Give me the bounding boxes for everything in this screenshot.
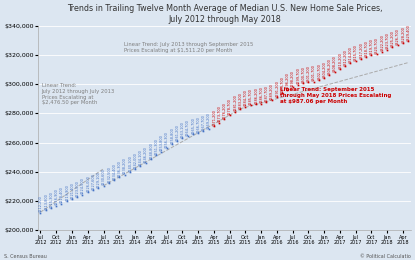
Text: © Political Calculatio: © Political Calculatio — [360, 254, 411, 259]
Text: $246,200: $246,200 — [144, 146, 147, 162]
Text: $319,700: $319,700 — [369, 38, 374, 55]
Text: $318,700: $318,700 — [364, 40, 368, 57]
Text: $216,900: $216,900 — [54, 188, 58, 205]
Text: Linear Trend: July 2013 through September 2015
Prices Escalating at $1,511.20 pe: Linear Trend: July 2013 through Septembe… — [124, 42, 253, 53]
Text: $314,200: $314,200 — [349, 46, 352, 63]
Text: $286,200: $286,200 — [254, 87, 258, 104]
Text: $258,800: $258,800 — [170, 127, 174, 144]
Title: Trends in Trailing Twelve Month Average of Median U.S. New Home Sale Prices,
Jul: Trends in Trailing Twelve Month Average … — [66, 4, 382, 24]
Text: $315,700: $315,700 — [354, 44, 358, 61]
Text: $323,700: $323,700 — [385, 32, 389, 49]
Text: $213,800: $213,800 — [44, 193, 48, 210]
Text: $264,700: $264,700 — [186, 119, 190, 135]
Text: Linear Trend: September 2015
through May 2018 Prices Escalating
at $987.06 per M: Linear Trend: September 2015 through May… — [280, 87, 392, 104]
Text: $238,200: $238,200 — [122, 158, 127, 174]
Text: $326,700: $326,700 — [395, 28, 400, 45]
Text: $218,400: $218,400 — [59, 186, 63, 203]
Text: $296,200: $296,200 — [286, 73, 289, 89]
Text: $298,200: $298,200 — [290, 70, 295, 87]
Text: $267,700: $267,700 — [201, 114, 205, 131]
Text: $227,600: $227,600 — [91, 173, 95, 190]
Text: $293,700: $293,700 — [280, 76, 284, 93]
Text: $301,200: $301,200 — [306, 65, 310, 82]
Text: $256,300: $256,300 — [164, 131, 168, 148]
Text: $317,200: $317,200 — [359, 42, 363, 59]
Text: $236,300: $236,300 — [117, 160, 121, 177]
Text: $322,200: $322,200 — [380, 35, 384, 51]
Text: $269,200: $269,200 — [207, 112, 210, 129]
Text: $300,700: $300,700 — [301, 66, 305, 83]
Text: $253,800: $253,800 — [159, 135, 163, 152]
Text: $284,700: $284,700 — [243, 89, 247, 106]
Text: $291,200: $291,200 — [275, 80, 279, 97]
Text: $212,200: $212,200 — [39, 196, 42, 212]
Text: $215,300: $215,300 — [49, 191, 53, 208]
Text: $248,800: $248,800 — [149, 142, 153, 159]
Text: $285,700: $285,700 — [249, 88, 253, 105]
Text: $287,700: $287,700 — [264, 85, 269, 102]
Text: $308,200: $308,200 — [333, 55, 337, 72]
Text: $234,400: $234,400 — [112, 163, 116, 180]
Text: $240,100: $240,100 — [128, 155, 132, 172]
Text: $281,200: $281,200 — [233, 95, 237, 112]
Text: $221,400: $221,400 — [70, 182, 74, 199]
Text: $310,200: $310,200 — [338, 52, 342, 69]
Text: $219,900: $219,900 — [65, 184, 69, 201]
Text: Linear Trend:
July 2012 through July 2013
Prices Escalating at
$2,476.50 per Mon: Linear Trend: July 2012 through July 201… — [42, 83, 115, 106]
Text: $224,500: $224,500 — [81, 178, 85, 194]
Text: $230,600: $230,600 — [102, 168, 105, 185]
Text: $273,700: $273,700 — [217, 106, 221, 122]
Text: $301,700: $301,700 — [312, 64, 316, 81]
Text: $299,700: $299,700 — [296, 68, 300, 85]
Text: $320,700: $320,700 — [375, 37, 378, 54]
Text: $232,500: $232,500 — [107, 166, 111, 183]
Text: $263,100: $263,100 — [180, 121, 184, 138]
Text: $244,100: $244,100 — [138, 149, 142, 166]
Text: $242,000: $242,000 — [133, 152, 137, 169]
Text: $302,700: $302,700 — [317, 63, 321, 80]
Text: $265,700: $265,700 — [191, 117, 195, 134]
Text: $328,200: $328,200 — [401, 26, 405, 43]
Text: $306,200: $306,200 — [327, 58, 332, 75]
Text: $325,200: $325,200 — [391, 30, 394, 47]
Text: $276,200: $276,200 — [222, 102, 226, 119]
Text: $223,000: $223,000 — [75, 180, 79, 197]
Text: $312,200: $312,200 — [343, 49, 347, 66]
Text: S. Census Bureau: S. Census Bureau — [4, 254, 47, 259]
Text: $229,100: $229,100 — [96, 171, 100, 188]
Text: $283,200: $283,200 — [238, 92, 242, 108]
Text: $251,300: $251,300 — [154, 138, 158, 155]
Text: $329,400: $329,400 — [406, 24, 410, 41]
Text: $304,200: $304,200 — [322, 61, 326, 78]
Text: $266,700: $266,700 — [196, 116, 200, 133]
Text: $278,700: $278,700 — [227, 98, 232, 115]
Text: $289,200: $289,200 — [270, 83, 273, 100]
Text: $286,700: $286,700 — [259, 87, 263, 103]
Text: $226,000: $226,000 — [86, 175, 90, 192]
Text: $271,200: $271,200 — [212, 109, 216, 126]
Text: $261,200: $261,200 — [175, 124, 179, 141]
